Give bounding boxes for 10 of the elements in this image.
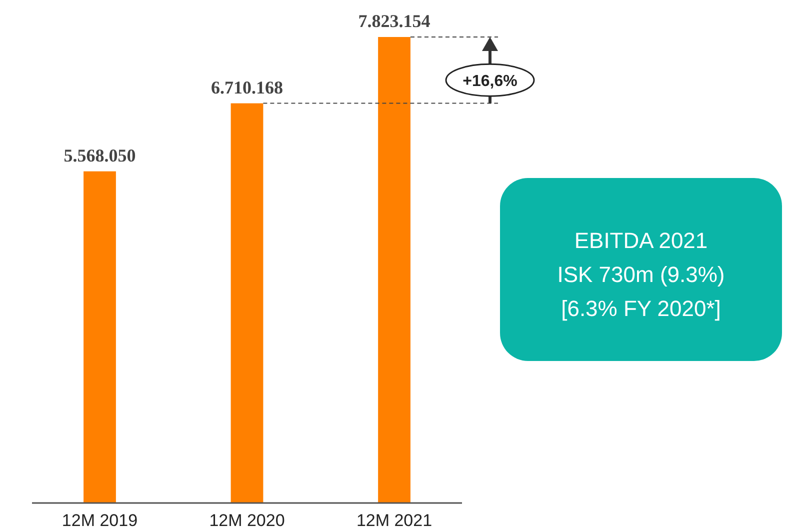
data-label: 6.710.168 [211, 77, 283, 98]
x-tick-label: 12M 2019 [62, 511, 138, 530]
text: [6.3% FY 2020*] [561, 296, 721, 321]
data-label: 7.823.154 [358, 11, 430, 31]
text: +16,6% [462, 73, 518, 90]
text: ISK 730m (9.3%) [557, 262, 725, 287]
data-label: 5.568.050 [64, 145, 136, 166]
x-tick-label: 12M 2021 [356, 511, 432, 530]
text: EBITDA 2021 [574, 228, 708, 253]
x-tick-label: 12M 2020 [209, 511, 285, 530]
